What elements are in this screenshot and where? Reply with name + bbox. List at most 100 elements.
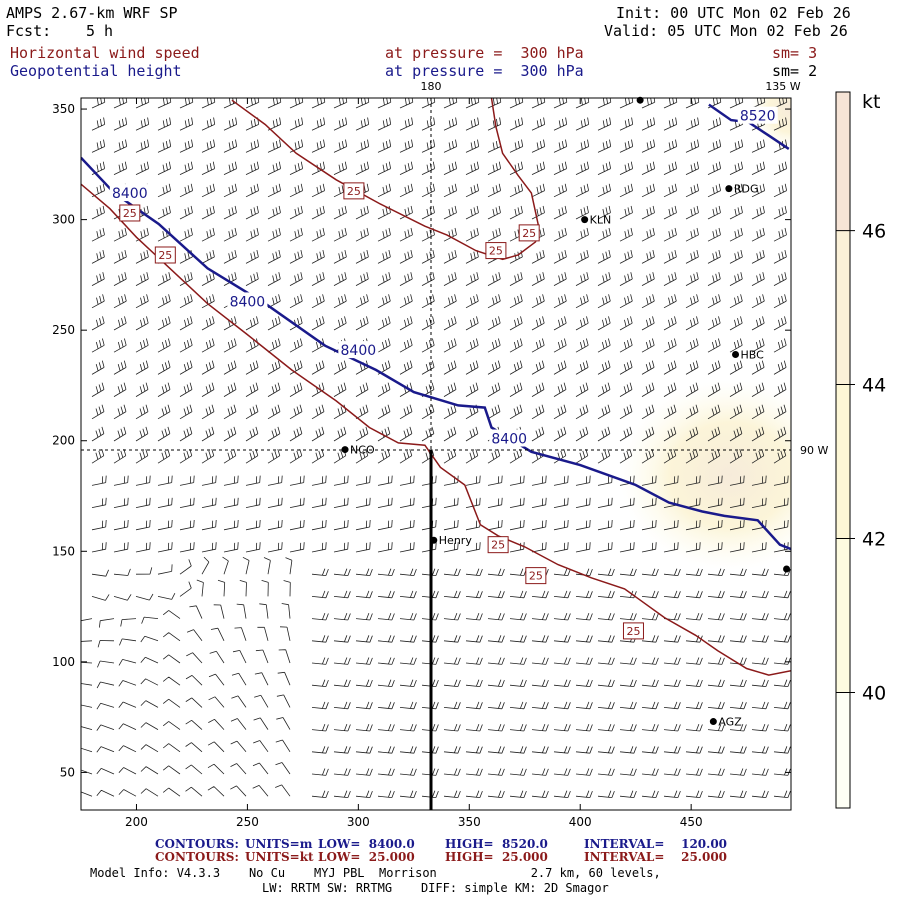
field2-pressure: at pressure = 300 hPa [385,62,584,80]
wind-speed-contours [81,98,791,676]
stations: KLN RDG HBC NCO Henry AGZ [341,96,791,729]
wind-label-box [154,246,176,264]
station-marker [732,350,740,358]
axes: 200 250 300 350 400 450 50 100 150 200 250 300 350 [52,98,791,829]
valid-time: Valid: 05 UTC Mon 02 Feb 26 [604,22,848,40]
colorbar-band [836,92,850,231]
fcst-value: 5 h [86,22,114,40]
height-label-bg [338,341,379,359]
contour-labels: 8400 8400 8400 8400 8520 25 25 25 25 25 25 25 25 [109,106,778,640]
height-label-bg [109,184,150,202]
footer-height-contours: CONTOURS: [155,837,239,851]
x-tick-label: 300 [347,815,370,829]
wind-label-box [485,242,507,260]
height-label-bg [737,106,778,124]
field1-name: Horizontal wind speed [10,44,200,62]
station-marker [783,565,791,573]
station-label: AGZ [718,716,742,729]
fcst-label: Fcst: [6,22,52,40]
colorbar-tick-label: 42 [862,529,886,551]
wind-label-box [525,567,547,585]
footer-wind-interval: INTERVAL= 25.000 [584,850,728,864]
wind-contour-label: 25 [626,625,640,638]
colorbar-band [836,230,850,385]
wind-label-box [343,182,365,200]
field2-name: Geopotential height [10,62,182,80]
meridian-180-label: 180 [421,80,442,93]
station-label: RDG [734,183,759,196]
plot-frame [80,97,792,811]
model-title: AMPS 2.67-km WRF SP [6,4,178,22]
y-tick-label: 150 [52,544,75,558]
wind-contour-label: 25 [491,539,505,552]
station-marker [709,718,717,726]
footer-physics: LW: RRTM SW: RRTMG DIFF: simple KM: 2D S… [262,881,609,895]
colorbar: 40 42 44 46 kt [835,91,886,809]
footer-height-low: LOW= 8400.0 [318,837,415,851]
colorbar-band [836,538,850,693]
footer-wind-contours: CONTOURS: [155,850,239,864]
wind-label-box [518,224,540,242]
y-tick-label: 250 [52,323,75,337]
init-time: Init: 00 UTC Mon 02 Feb 26 [616,4,851,22]
y-tick-label: 350 [52,102,75,116]
footer-wind-low: LOW= 25.000 [318,850,415,864]
wind-barbs [81,98,791,798]
station-label: KLN [590,214,612,227]
field1-smoothing: sm= 3 [772,44,818,62]
y-tick-label: 50 [60,765,75,779]
height-contour-line [81,156,791,551]
colorbar-frame [835,91,851,809]
colorbar-unit: kt [862,91,880,113]
station-label: HBC [741,348,765,361]
x-tick-label: 350 [458,815,481,829]
colorbar-tick-label: 40 [862,683,886,705]
height-contour-label: 8400 [230,294,266,310]
station-marker [341,446,349,454]
wind-contour-label: 25 [347,185,361,198]
parallel-90w-label: 90 W [800,444,828,457]
y-tick-label: 100 [52,655,75,669]
wind-contour-line [490,98,539,242]
x-tick-label: 400 [569,815,592,829]
footer-height-units: UNITS=m [245,837,313,851]
station-marker [725,185,733,193]
wind-label-box [119,204,141,222]
wind-contour-label: 25 [522,227,536,240]
wind-speed-shading [620,380,791,570]
field1-pressure: at pressure = 300 hPa [385,44,584,62]
wind-contour-label: 25 [158,249,172,262]
meridian-135w-label: 135 W [765,80,800,93]
station-marker [581,216,589,224]
station-marker [636,96,644,104]
height-label-bg [227,292,268,310]
wind-contour-line [81,183,791,676]
y-tick-label: 300 [52,213,75,227]
x-tick-label: 450 [680,815,703,829]
wind-barb-field [81,98,791,798]
x-tick-label: 200 [125,815,148,829]
footer-wind-high: HIGH= 25.000 [445,850,548,864]
colorbar-band [836,384,850,539]
colorbar-band [836,692,850,808]
height-contour-label: 8520 [740,109,776,125]
wind-contour-line [231,99,537,261]
wind-contour-label: 25 [489,245,503,258]
colorbar-tick-label: 44 [862,375,886,397]
field2-smoothing: sm= 2 [772,62,818,80]
wind-label-box [487,536,509,554]
footer-height-interval: INTERVAL= 120.00 [584,837,728,851]
wind-contour-label: 25 [529,570,543,583]
wind-label-box [622,622,644,640]
footer-model-info: Model Info: V4.3.3 No Cu MYJ PBL Morriso… [90,866,661,880]
height-contour-label: 8400 [341,343,377,359]
y-tick-label: 200 [52,434,75,448]
station-label: Henry [439,534,473,547]
station-label: NCO [350,444,375,457]
height-contour-label: 8400 [112,186,148,202]
height-label-bg [489,429,530,447]
footer-height-high: HIGH= 8520.0 [445,837,548,851]
colorbar-tick-label: 46 [862,221,886,243]
height-contour-label: 8400 [491,432,527,448]
